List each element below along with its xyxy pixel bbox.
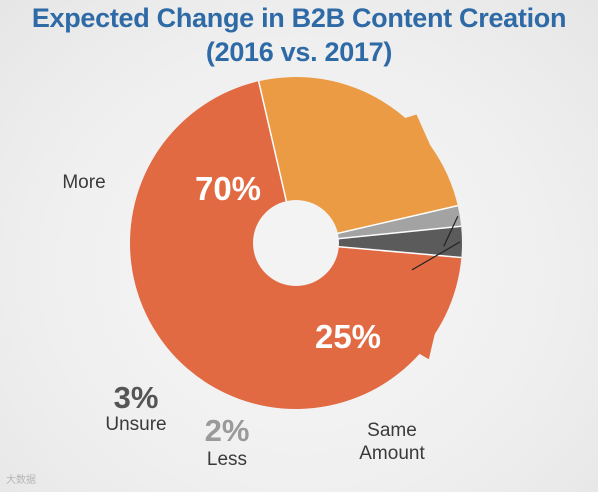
same-pointer — [390, 114, 433, 151]
category-label-same-line1: Same — [367, 420, 417, 441]
slice-unsure — [296, 226, 463, 258]
value-label-unsure: 3% — [114, 380, 159, 415]
value-label-same-amount: 25% — [315, 318, 381, 355]
chart-subtitle: (2016 vs. 2017) — [205, 37, 393, 67]
category-label-unsure: Unsure — [105, 414, 166, 435]
value-label-more: 70% — [195, 170, 261, 207]
more-pointer — [394, 317, 439, 360]
category-label-less: Less — [207, 449, 247, 470]
watermark: 大数据 — [6, 475, 36, 486]
unsure-leader — [411, 241, 461, 271]
value-label-less: 2% — [205, 413, 250, 448]
category-label-more: More — [62, 172, 105, 193]
chart-title: Expected Change in B2B Content Creation — [31, 3, 567, 33]
category-label-same-line2: Amount — [359, 443, 425, 464]
donut-hole — [253, 200, 339, 286]
slice-same-amount — [258, 76, 458, 244]
less-leader — [443, 215, 459, 247]
